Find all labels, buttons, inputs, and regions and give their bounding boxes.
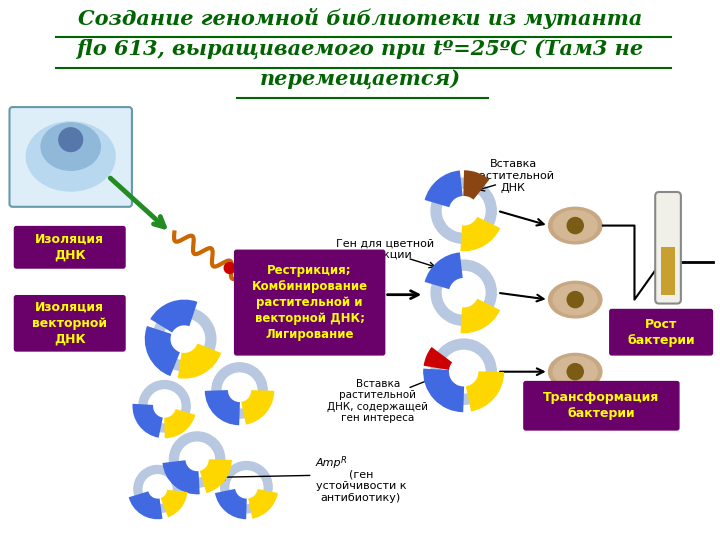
Ellipse shape <box>554 211 597 240</box>
FancyBboxPatch shape <box>655 192 681 303</box>
Ellipse shape <box>554 357 597 387</box>
Text: Создание геномной библиотеки из мутанта: Создание геномной библиотеки из мутанта <box>78 8 642 29</box>
FancyBboxPatch shape <box>235 250 384 355</box>
Text: Рестрикция;
Комбинирование
растительной и
векторной ДНК;
Лигирование: Рестрикция; Комбинирование растительной … <box>251 264 368 341</box>
Circle shape <box>567 292 583 308</box>
Circle shape <box>59 128 83 152</box>
Text: (ген
устойчивости к
антибиотику): (ген устойчивости к антибиотику) <box>315 469 406 503</box>
Text: Amp: Amp <box>315 457 341 468</box>
Ellipse shape <box>27 122 115 191</box>
Text: Изоляция
ДНК: Изоляция ДНК <box>35 233 104 262</box>
FancyBboxPatch shape <box>661 247 675 295</box>
Text: flo 613, выращиваемого при tº=25ºC (Там3 не: flo 613, выращиваемого при tº=25ºC (Там3… <box>76 39 644 59</box>
Text: Рост
бактерии: Рост бактерии <box>627 318 695 347</box>
Ellipse shape <box>549 207 602 244</box>
Text: Трансформация
бактерии: Трансформация бактерии <box>544 392 660 420</box>
Text: перемещается): перемещается) <box>259 70 461 90</box>
Ellipse shape <box>549 281 602 318</box>
Text: Изоляция
векторной
ДНК: Изоляция векторной ДНК <box>32 301 107 346</box>
Text: Вставка
растительной
ДНК, содержащей
ген интереса: Вставка растительной ДНК, содержащей ген… <box>328 379 428 423</box>
Circle shape <box>567 218 583 234</box>
Circle shape <box>224 262 235 273</box>
Text: Ген для цветной
селекции: Ген для цветной селекции <box>336 238 433 260</box>
Ellipse shape <box>549 353 602 390</box>
FancyBboxPatch shape <box>524 382 679 430</box>
Ellipse shape <box>41 123 100 170</box>
FancyBboxPatch shape <box>9 107 132 207</box>
FancyBboxPatch shape <box>610 309 713 355</box>
Ellipse shape <box>554 285 597 315</box>
Text: R: R <box>341 456 347 464</box>
FancyBboxPatch shape <box>14 296 125 351</box>
FancyBboxPatch shape <box>14 227 125 268</box>
Text: Вставка
растительной
ДНК: Вставка растительной ДНК <box>472 159 554 193</box>
Circle shape <box>567 363 583 380</box>
